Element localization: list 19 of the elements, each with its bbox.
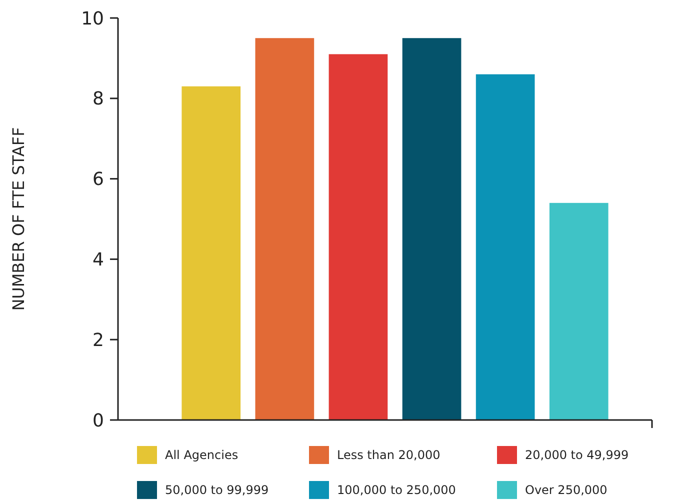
legend-label: All Agencies [165, 448, 238, 462]
legend-label: Less than 20,000 [337, 448, 440, 462]
bar [182, 86, 241, 420]
y-tick-label: 0 [92, 410, 104, 432]
bar [476, 74, 535, 420]
legend-label: 20,000 to 49,999 [525, 448, 629, 462]
bar [402, 38, 462, 420]
y-tick-label: 8 [92, 88, 104, 110]
y-tick-label: 2 [92, 330, 104, 351]
legend-label: 100,000 to 250,000 [337, 483, 456, 498]
y-tick-label: 6 [92, 169, 104, 190]
y-tick-label: 4 [92, 250, 104, 270]
bar [255, 38, 314, 420]
y-axis-title: NUMBER OF FTE STAFF [9, 127, 28, 311]
legend-label: 50,000 to 99,999 [165, 483, 269, 498]
bar [549, 202, 608, 420]
legend-label: Over 250,000 [525, 483, 608, 498]
bar [328, 54, 388, 420]
y-tick-label: 10 [81, 8, 104, 30]
